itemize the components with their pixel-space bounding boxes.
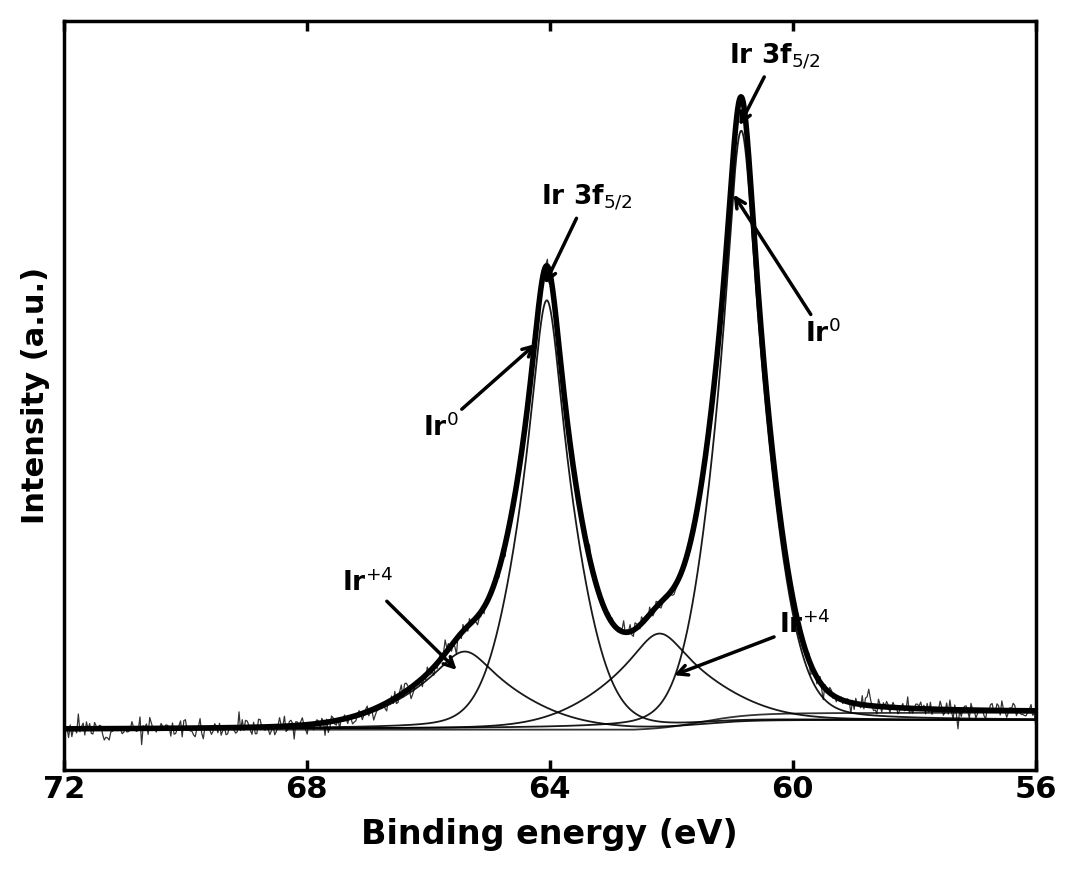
Text: Ir$^0$: Ir$^0$ (423, 346, 533, 442)
Text: Ir$^{+4}$: Ir$^{+4}$ (342, 568, 454, 667)
Text: Ir$^0$: Ir$^0$ (735, 198, 841, 348)
Text: Ir$^{+4}$: Ir$^{+4}$ (678, 611, 831, 675)
Text: Ir 3f$_{5/2}$: Ir 3f$_{5/2}$ (540, 183, 632, 281)
Text: Ir 3f$_{5/2}$: Ir 3f$_{5/2}$ (729, 42, 820, 122)
X-axis label: Binding energy (eV): Binding energy (eV) (361, 818, 738, 851)
Y-axis label: Intensity (a.u.): Intensity (a.u.) (20, 267, 50, 524)
